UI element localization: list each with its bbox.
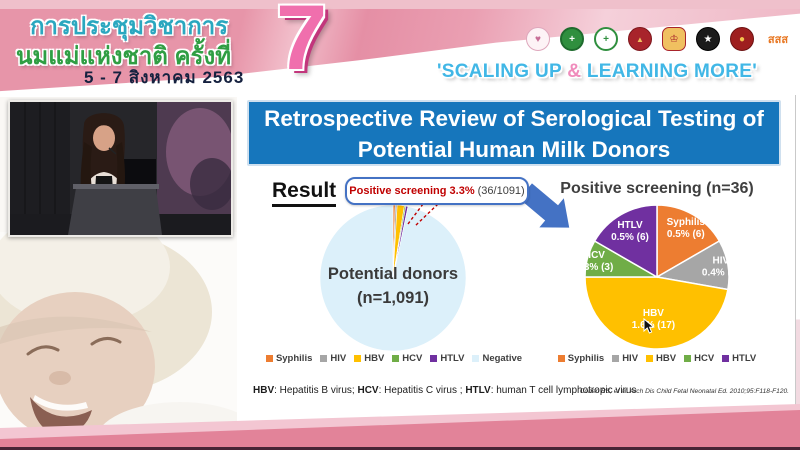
pie-slice-label: 0.4% (4) xyxy=(702,268,740,279)
presenter-video xyxy=(10,102,234,235)
pie-slice-label: Syphilis xyxy=(667,217,706,228)
pie-slice-htlv xyxy=(593,204,658,279)
legend-item-hcv: HCV xyxy=(684,353,714,364)
left-pie-center-label: Potential donors (n=1,091) xyxy=(327,265,459,307)
presentation-slide: Syphilis 0.5% (6) HIV 0.4% (4) HBV 1.6% (17) H… xyxy=(237,95,796,425)
legend-item-hiv: HIV xyxy=(320,353,346,364)
legend-swatch xyxy=(646,355,654,362)
legend-swatch xyxy=(354,355,362,362)
pie-slice-syphilis xyxy=(656,204,721,279)
legend-swatch xyxy=(472,355,480,362)
green-health-seal-logo: + xyxy=(560,27,584,51)
conference-date: 5 - 7 สิงหาคม 2563 xyxy=(84,68,245,87)
conference-title-line1: การประชุมวิชาการ xyxy=(30,13,229,40)
bottom-pink-band xyxy=(0,404,800,450)
legend-swatch xyxy=(320,355,328,362)
left-pie-legend: Syphilis HIV HBV HCV HTLV Negative xyxy=(265,353,522,364)
conference-tagline: 'SCALING UP & LEARNING MORE' xyxy=(436,61,758,82)
potential-donors-pie xyxy=(319,204,467,352)
pie-slice-label: 1.6% (17) xyxy=(632,320,675,331)
pie-slice-label: HIV xyxy=(712,256,729,267)
citation: Cohen RS, et al. Arch Dis Child Fetal Ne… xyxy=(579,388,789,395)
pie-slice-label: HCV xyxy=(584,250,605,261)
mouse-cursor xyxy=(643,317,655,334)
legend-swatch xyxy=(557,355,565,362)
pie-slice-label: HTLV xyxy=(617,220,643,231)
presenter-webcam-frame xyxy=(8,100,234,237)
legend-swatch xyxy=(722,355,730,362)
slide-title-line2: Potential Human Milk Donors xyxy=(357,137,671,162)
legend-item-negative: Negative xyxy=(472,353,522,364)
conference-banner: การประชุมวิชาการ นมแม่แห่งชาติ ครั้งที่ … xyxy=(0,0,800,97)
gold-royal-crest-logo: ♔ xyxy=(662,27,686,51)
legend-item-hiv: HIV xyxy=(612,353,638,364)
legend-item-htlv: HTLV xyxy=(430,353,464,364)
pie-slice-negative xyxy=(319,204,467,352)
pie-slice-hbv xyxy=(584,276,729,350)
mother-and-child-foundation-logo: ♥ xyxy=(526,27,550,51)
legend-swatch xyxy=(392,355,400,362)
legend-item-hcv: HCV xyxy=(392,353,422,364)
positive-screening-callout: Positive screening 3.3% (36/1091) xyxy=(345,177,529,205)
right-edge-strip xyxy=(796,95,800,425)
green-medical-seal-logo: + xyxy=(594,27,618,51)
legend-swatch xyxy=(612,355,620,362)
slide-title-line1: Retrospective Review of Serological Test… xyxy=(264,106,764,131)
legend-swatch xyxy=(430,355,438,362)
callout-pointer-left xyxy=(407,203,424,225)
right-pie-title: Positive screening (n=36) xyxy=(560,180,754,197)
pie-slice-label: 0.5% (6) xyxy=(667,229,705,240)
edition-number: 7 xyxy=(276,0,328,89)
pie-slice-label: 0.5% (6) xyxy=(611,232,649,243)
blue-arrow xyxy=(519,183,570,228)
sss-thaihealth-logo: สสส xyxy=(767,34,789,46)
right-pie-legend: Syphilis HIV HBV HCV HTLV xyxy=(557,353,756,364)
result-heading: Result xyxy=(272,179,337,207)
slide-title: Retrospective Review of Serological Test… xyxy=(247,100,781,166)
red-gold-royal-emblem-logo: ▲ xyxy=(628,27,652,51)
pie-slice-label: 0.3% (3) xyxy=(576,262,614,273)
pie-slice-label: HBV xyxy=(643,308,664,319)
legend-item-hbv: HBV xyxy=(354,353,384,364)
legend-swatch xyxy=(684,355,692,362)
ampersand: & xyxy=(567,61,582,82)
legend-item-hbv: HBV xyxy=(646,353,676,364)
red-college-seal-logo: ● xyxy=(730,27,754,51)
conference-title-line2: นมแม่แห่งชาติ ครั้งที่ xyxy=(16,43,232,70)
legend-item-syphilis: Syphilis xyxy=(265,353,312,364)
callout-detail: (36/1091) xyxy=(477,185,525,197)
baby-photo-background xyxy=(0,232,237,450)
black-institute-seal-logo: ★ xyxy=(696,27,720,51)
legend-item-htlv: HTLV xyxy=(722,353,756,364)
sponsor-logos: ♥ + + ▲ ♔ ★ ● สสส xyxy=(526,27,792,51)
footnote: HBV: Hepatitis B virus; HCV: Hepatitis C… xyxy=(253,385,637,396)
legend-swatch xyxy=(265,355,273,362)
legend-item-syphilis: Syphilis xyxy=(557,353,604,364)
left-column xyxy=(0,97,237,450)
callout-highlight: Positive screening 3.3% xyxy=(349,185,475,197)
